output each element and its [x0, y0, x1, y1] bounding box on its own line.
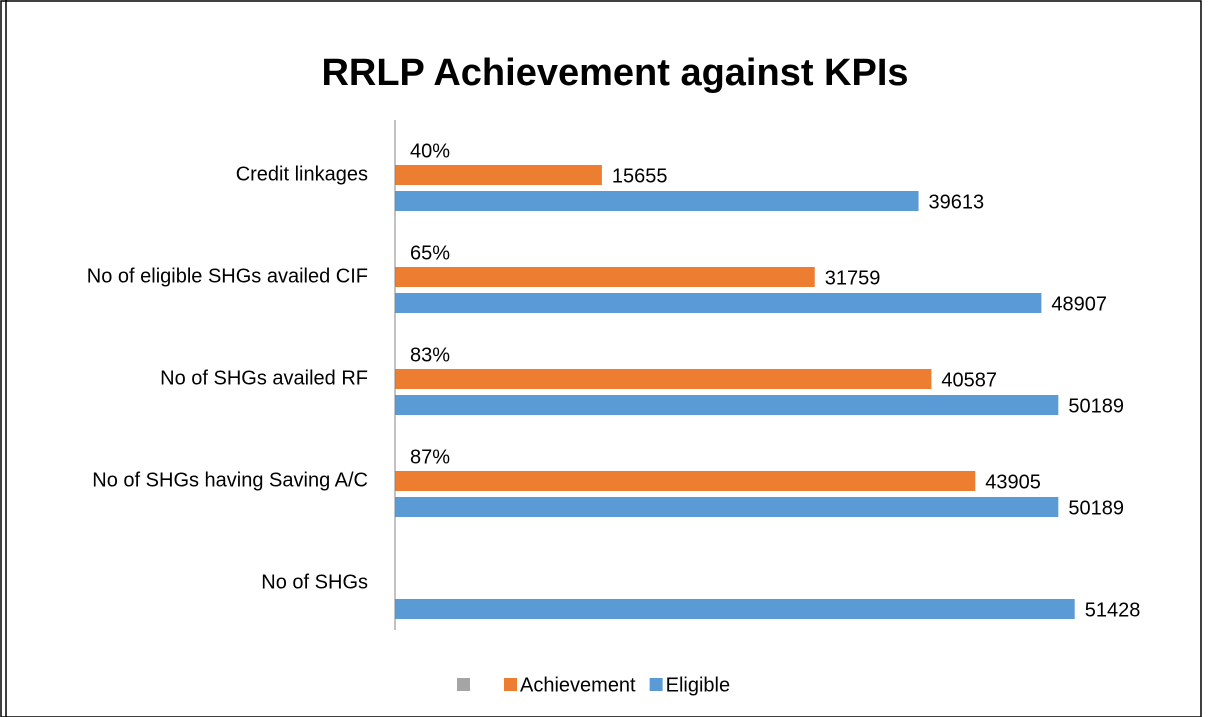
legend-swatch: [457, 678, 470, 691]
category-label: No of eligible SHGs availed CIF: [87, 265, 368, 287]
data-label: 40%: [410, 140, 450, 162]
data-label: 43905: [985, 471, 1041, 493]
bar: [395, 191, 919, 211]
bar: [395, 471, 976, 491]
data-label: 39613: [929, 191, 985, 213]
data-label: 87%: [410, 446, 450, 468]
legend-label: Eligible: [666, 674, 730, 696]
data-label: 48907: [1051, 293, 1107, 315]
bar: [395, 497, 1059, 517]
bar: [395, 165, 602, 185]
category-label: No of SHGs: [261, 571, 368, 593]
category-label: No of SHGs having Saving A/C: [92, 469, 368, 491]
data-label: 31759: [825, 267, 881, 289]
bar: [395, 293, 1042, 313]
bar: [395, 369, 932, 389]
bar: [395, 599, 1075, 619]
data-label: 51428: [1085, 599, 1141, 621]
chart-title: RRLP Achievement against KPIs: [321, 52, 908, 94]
data-label: 83%: [410, 344, 450, 366]
data-label: 65%: [410, 242, 450, 264]
data-label: 40587: [941, 369, 997, 391]
bar: [395, 267, 815, 287]
category-label: Credit linkages: [236, 163, 368, 185]
legend-label: Achievement: [520, 674, 636, 696]
category-label: No of SHGs availed RF: [160, 367, 368, 389]
legend-swatch: [504, 678, 517, 691]
bar: [395, 395, 1059, 415]
data-label: 15655: [612, 165, 668, 187]
legend-swatch: [649, 678, 663, 691]
data-label: 50189: [1068, 497, 1124, 519]
data-label: 50189: [1068, 395, 1124, 417]
